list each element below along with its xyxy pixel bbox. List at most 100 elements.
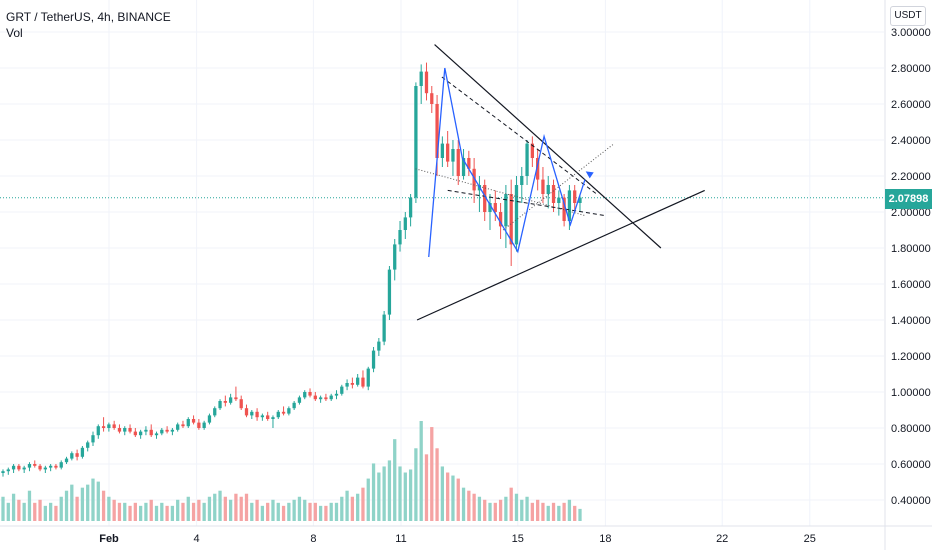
volume-bar	[504, 496, 508, 521]
volume-bar	[562, 502, 566, 521]
candle-body	[350, 383, 355, 385]
volume-bar	[117, 502, 122, 521]
candle-body	[276, 411, 280, 418]
zigzag-pattern	[428, 67, 586, 258]
candle-body	[191, 419, 196, 423]
volume-bar	[551, 502, 556, 521]
candle-body	[218, 401, 222, 409]
candle-body	[176, 424, 180, 430]
candle-body	[292, 402, 296, 409]
volume-bar	[101, 490, 106, 521]
candle-body	[33, 464, 37, 466]
candle-body	[107, 424, 111, 428]
candle-body	[562, 197, 566, 221]
volume-bar	[467, 490, 471, 521]
candle-body	[6, 469, 10, 472]
volume-bar	[96, 481, 100, 521]
candle-body	[303, 392, 307, 398]
candle-body	[86, 442, 90, 448]
candle-body	[17, 465, 21, 470]
volume-bar	[54, 505, 58, 521]
volume-bar	[33, 502, 37, 521]
candle-body	[228, 397, 233, 403]
volume-bar	[271, 499, 275, 521]
candle-body	[329, 395, 333, 400]
volume-bar	[244, 493, 249, 521]
volume-bar	[382, 466, 386, 521]
x-tick-label: 8	[310, 533, 316, 545]
volume-bar	[287, 502, 291, 521]
volume-bar	[250, 502, 254, 521]
volume-bar	[27, 490, 32, 521]
volume-bar	[149, 499, 153, 521]
volume-bar	[451, 475, 455, 521]
candle-body	[578, 197, 582, 203]
dashed-trendline	[441, 76, 597, 195]
volume-bar	[239, 496, 243, 521]
volume-bar	[112, 499, 116, 521]
volume-bar	[398, 466, 402, 521]
candle-body	[313, 395, 317, 400]
volume-bar	[202, 502, 206, 521]
y-tick-label: 1.80000	[891, 243, 931, 255]
candle-body	[509, 194, 513, 245]
volume-bar	[260, 505, 265, 521]
volume-bar	[488, 502, 492, 521]
volume-bar	[371, 463, 376, 521]
volume-bar	[176, 499, 180, 521]
volume-bar	[6, 502, 10, 521]
volume-bar	[578, 508, 582, 521]
candle-body	[96, 426, 100, 436]
volume-bar	[133, 502, 137, 521]
y-tick-label: 1.00000	[891, 387, 931, 399]
volume-bar	[525, 496, 529, 521]
volume-bar	[107, 496, 111, 521]
y-tick-label: 2.40000	[891, 135, 931, 147]
currency-scale-button[interactable]: USDT	[890, 6, 926, 26]
volume-label[interactable]: Vol	[6, 26, 23, 40]
volume-bar	[329, 502, 333, 521]
volume-bar	[334, 502, 339, 521]
candle-body	[27, 464, 32, 468]
candle-body	[91, 435, 95, 443]
volume-bar	[91, 478, 95, 521]
candle-body	[530, 143, 534, 158]
candle-body	[514, 185, 519, 245]
candle-body	[170, 429, 175, 432]
candle-body	[361, 377, 365, 387]
volume-bar	[281, 505, 286, 521]
candle-body	[181, 424, 185, 427]
y-tick-label: 0.80000	[891, 423, 931, 435]
volume-bar	[138, 505, 143, 521]
y-tick-label: 0.40000	[891, 495, 931, 507]
candle-body	[234, 397, 238, 400]
dashed-trendline	[447, 189, 606, 217]
candle-body	[22, 467, 26, 470]
candle-body	[424, 71, 429, 94]
volume-bar	[456, 478, 460, 521]
candle-body	[345, 383, 349, 387]
volume-bar	[59, 496, 63, 521]
candle-body	[371, 350, 376, 369]
candle-body	[266, 415, 270, 419]
volume-bar	[403, 472, 407, 521]
volume-bar	[498, 499, 503, 521]
candle-body	[430, 93, 434, 104]
symbol-line[interactable]: GRT / TetherUS, 4h, BINANCE	[6, 10, 171, 24]
volume-bar	[70, 484, 74, 521]
candle-body	[250, 411, 254, 416]
x-tick-label: 4	[194, 533, 200, 545]
candle-body	[557, 197, 561, 203]
upper-trendline	[434, 44, 662, 249]
volume-bar	[144, 502, 148, 521]
candle-body	[123, 428, 127, 432]
volume-bar	[154, 505, 159, 521]
volume-bar	[11, 493, 16, 521]
volume-bar	[536, 499, 540, 521]
volume-bar	[541, 502, 545, 521]
candle-body	[334, 393, 339, 396]
volume-bar	[80, 487, 85, 521]
volume-bar	[17, 499, 21, 521]
volume-bar	[266, 502, 270, 521]
